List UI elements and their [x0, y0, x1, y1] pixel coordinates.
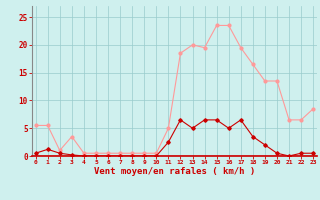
X-axis label: Vent moyen/en rafales ( km/h ): Vent moyen/en rafales ( km/h ) — [94, 167, 255, 176]
